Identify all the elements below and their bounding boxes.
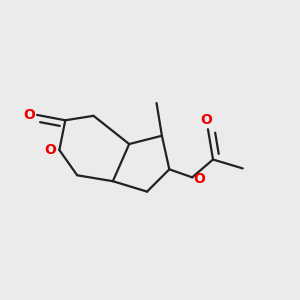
Text: O: O [44, 143, 56, 157]
Text: O: O [200, 113, 212, 127]
Text: O: O [24, 108, 36, 122]
Text: O: O [194, 172, 206, 186]
